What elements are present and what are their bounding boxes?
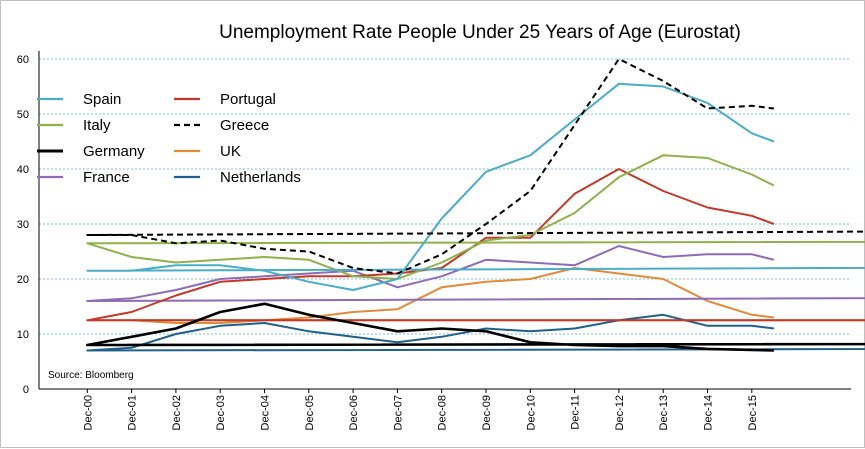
legend-label: Germany (83, 143, 145, 160)
legend-label: Netherlands (220, 169, 301, 186)
legend-label: UK (220, 143, 241, 160)
x-tick-label: Dec-01 (127, 395, 139, 430)
series-line-uk (86, 267, 865, 324)
x-tick-label: Dec-02 (171, 395, 183, 430)
source-note: Source: Bloomberg (48, 370, 134, 381)
y-tick-label: 40 (17, 164, 29, 176)
series-lines (86, 58, 865, 352)
gridlines (38, 51, 851, 390)
chart-title: Unemployment Rate People Under 25 Years … (219, 22, 741, 43)
series-line-spain (86, 82, 865, 291)
y-tick-label: 20 (17, 274, 29, 286)
x-tick-label: Dec-06 (348, 395, 360, 430)
legend-label: France (83, 169, 130, 186)
y-tick-label: 50 (17, 109, 29, 121)
x-tick-label: Dec-13 (658, 395, 670, 430)
legend-label: Greece (220, 117, 269, 134)
y-axis-ticks: 0 10 20 30 40 50 60 (17, 54, 29, 396)
x-axis-ticks: Dec-99Dec-00Dec-01Dec-02Dec-03Dec-04Dec-… (82, 389, 759, 430)
x-tick-label: Dec-11 (570, 395, 582, 430)
legend: Spain Portugal Italy Greece Germany UK France N… (37, 91, 301, 186)
series-line-italy (86, 154, 865, 280)
y-tick-label: 60 (17, 54, 29, 66)
series-line-greece (86, 58, 865, 275)
legend-label: Spain (83, 91, 121, 108)
x-tick-label: Dec-15 (747, 395, 759, 430)
legend-label: Italy (83, 117, 111, 134)
y-tick-label: 10 (17, 329, 29, 341)
x-tick-label: Dec-14 (703, 395, 715, 430)
legend-label: Portugal (220, 91, 276, 108)
x-tick-label: Dec-10 (525, 395, 537, 430)
x-tick-label: Dec-03 (215, 395, 227, 430)
x-tick-label: Dec-04 (260, 395, 272, 430)
x-tick-label: Dec-08 (437, 395, 449, 430)
x-tick-label: Dec-07 (392, 395, 404, 430)
series-line-netherlands (86, 313, 865, 352)
x-tick-label: Dec-12 (614, 395, 626, 430)
x-tick-label: Dec-09 (481, 395, 493, 430)
x-tick-label: Dec-00 (82, 395, 94, 430)
series-line-germany (86, 302, 865, 352)
x-tick-label: Dec-05 (304, 395, 316, 430)
y-tick-label: 0 (23, 384, 29, 396)
series-line-france (86, 245, 865, 302)
y-tick-label: 30 (17, 219, 29, 231)
